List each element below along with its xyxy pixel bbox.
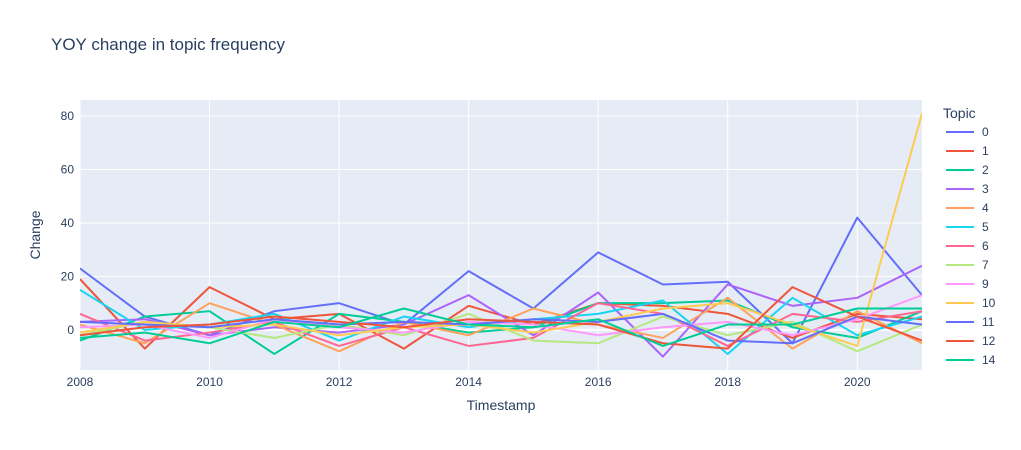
legend-item-topic-7[interactable]: 7 — [946, 258, 989, 272]
x-tick-label: 2016 — [585, 375, 612, 389]
series-line-topic-11 — [80, 312, 922, 345]
legend-label: 1 — [982, 144, 989, 158]
legend-label: 9 — [982, 277, 989, 291]
legend-item-topic-11[interactable]: 11 — [946, 315, 995, 329]
series-line-topic-12 — [80, 286, 922, 350]
x-tick-label: 2020 — [844, 375, 871, 389]
legend-label: 11 — [982, 315, 995, 329]
legend-title: Topic — [943, 105, 976, 121]
series-line-topic-2 — [80, 299, 922, 355]
x-tick-label: 2014 — [455, 375, 482, 389]
legend-item-topic-6[interactable]: 6 — [946, 239, 989, 253]
legend-label: 5 — [982, 220, 989, 234]
x-tick-label: 2018 — [714, 375, 741, 389]
x-tick-label: 2008 — [67, 375, 94, 389]
legend-item-topic-3[interactable]: 3 — [946, 182, 989, 196]
series-line-topic-6 — [80, 302, 922, 347]
legend-item-topic-4[interactable]: 4 — [946, 201, 989, 215]
x-tick-label: 2012 — [326, 375, 353, 389]
legend-item-topic-12[interactable]: 12 — [946, 334, 996, 348]
legend-item-topic-9[interactable]: 9 — [946, 277, 989, 291]
y-tick-label: 20 — [61, 269, 75, 283]
x-tick-label: 2010 — [196, 375, 223, 389]
legend-label: 10 — [982, 296, 996, 310]
legend-label: 3 — [982, 182, 989, 196]
axis-ticks: 0 20 40 60 80 2008 2010 2012 2014 2016 2018 2020 — [61, 109, 871, 389]
legend-label: 14 — [982, 353, 996, 367]
legend-label: 2 — [982, 163, 989, 177]
series-line-topic-14 — [80, 307, 922, 347]
legend-label: 12 — [982, 334, 996, 348]
y-axis-title: Change — [27, 210, 43, 259]
legend-label: 7 — [982, 258, 989, 272]
legend-item-topic-2[interactable]: 2 — [946, 163, 989, 177]
legend-item-topic-1[interactable]: 1 — [946, 144, 989, 158]
y-tick-label: 60 — [61, 163, 75, 177]
legend-label: 6 — [982, 239, 989, 253]
chart-title: YOY change in topic frequency — [51, 35, 286, 54]
series-lines — [80, 113, 922, 358]
y-tick-label: 0 — [67, 323, 74, 337]
legend-item-topic-10[interactable]: 10 — [946, 296, 996, 310]
legend-label: 0 — [982, 125, 989, 139]
y-tick-label: 80 — [61, 109, 75, 123]
legend-label: 4 — [982, 201, 989, 215]
legend-item-topic-0[interactable]: 0 — [946, 125, 989, 139]
series-line-topic-9 — [80, 294, 922, 339]
legend-item-topic-5[interactable]: 5 — [946, 220, 989, 234]
y-tick-label: 40 — [61, 216, 75, 230]
legend-item-topic-14[interactable]: 14 — [946, 353, 996, 367]
x-axis-title: Timestamp — [467, 397, 536, 413]
